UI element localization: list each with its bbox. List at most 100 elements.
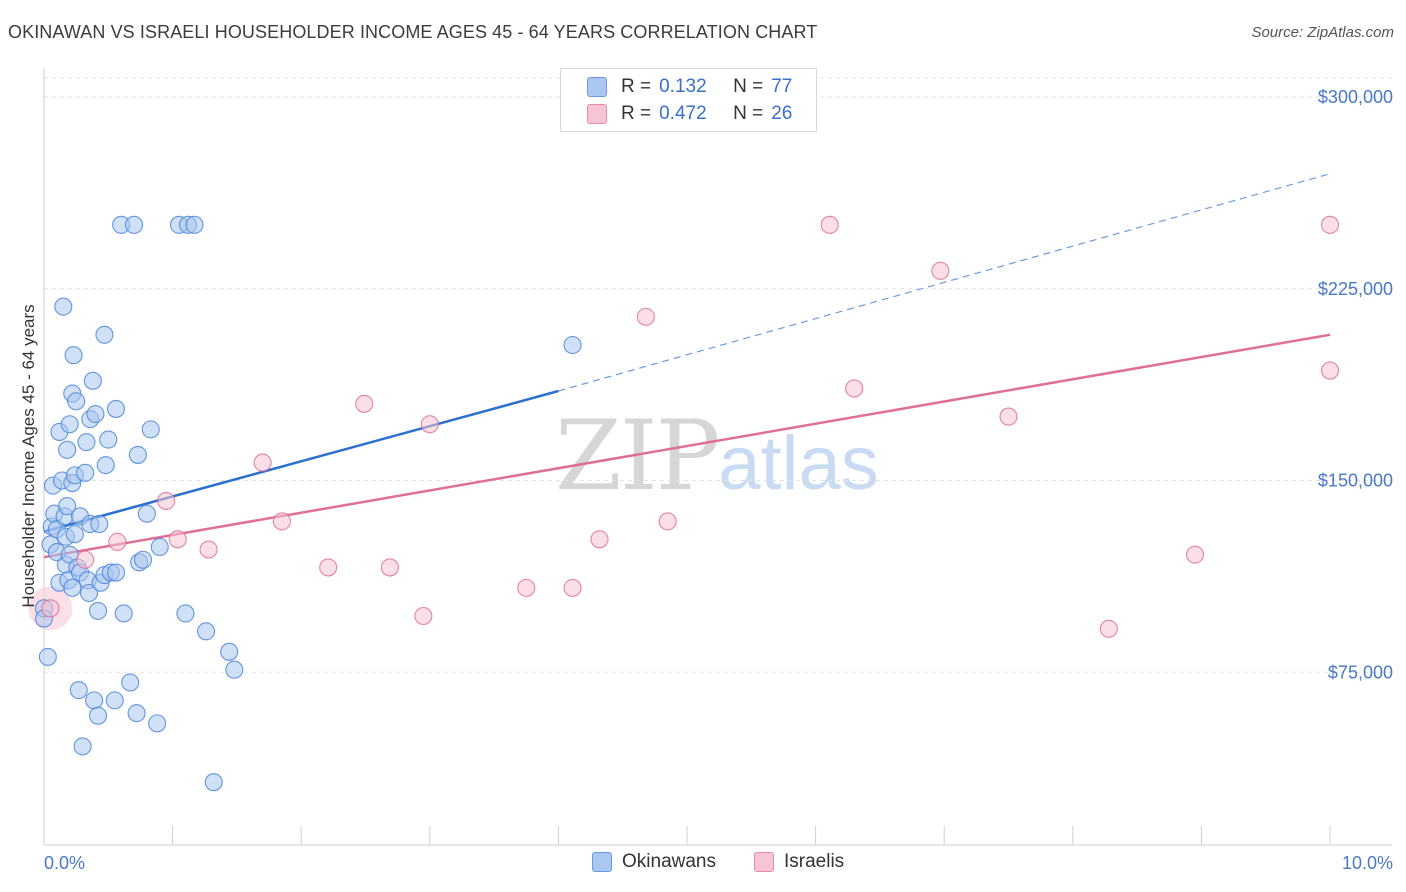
data-point-okinawans xyxy=(67,392,86,411)
data-point-israelis xyxy=(563,578,582,597)
tick-labels: $75,000 $150,000 $225,000 $300,000 0.0% 10.0% xyxy=(44,87,1393,873)
data-point-okinawans xyxy=(148,714,167,733)
data-point-okinawans xyxy=(124,215,144,234)
y-tick-label: $225,000 xyxy=(1318,279,1393,299)
data-point-israelis xyxy=(1185,545,1205,564)
data-point-okinawans xyxy=(127,704,146,723)
legend-r-label: R = xyxy=(621,76,652,97)
data-point-israelis xyxy=(1320,215,1340,234)
data-point-okinawans xyxy=(85,691,104,710)
data-point-okinawans xyxy=(99,430,118,449)
data-point-israelis xyxy=(658,512,677,531)
y-axis-label: Householder Income Ages 45 - 64 years xyxy=(19,304,38,607)
data-point-okinawans xyxy=(133,550,153,569)
data-point-israelis xyxy=(636,307,655,326)
legend-n-value: 77 xyxy=(771,76,793,97)
data-point-okinawans xyxy=(60,415,79,434)
data-point-okinawans xyxy=(150,537,169,557)
legend-row-okinawans: R = 0.132 N = 77 xyxy=(587,75,792,99)
data-point-israelis xyxy=(355,394,374,413)
data-point-israelis xyxy=(590,530,609,549)
data-point-okinawans xyxy=(176,604,195,623)
data-point-okinawans xyxy=(73,737,92,756)
data-point-israelis xyxy=(319,558,338,577)
legend-n-label: N = xyxy=(733,103,764,124)
data-point-okinawans xyxy=(185,215,204,234)
data-point-israelis xyxy=(420,415,439,434)
data-point-okinawans xyxy=(141,420,160,439)
grid-lines xyxy=(44,77,1392,673)
trend-lines xyxy=(43,173,1331,559)
trendline-okinawans xyxy=(43,389,559,533)
data-point-israelis xyxy=(845,379,864,398)
data-point-okinawans xyxy=(77,433,96,452)
data-point-okinawans xyxy=(563,335,582,355)
data-point-okinawans xyxy=(58,440,77,459)
data-point-okinawans xyxy=(64,346,83,365)
data-point-okinawans xyxy=(95,325,114,344)
data-point-okinawans xyxy=(128,445,147,464)
legend-row-israelis: R = 0.472 N = 26 xyxy=(587,102,792,126)
data-point-israelis xyxy=(199,540,218,559)
data-point-israelis xyxy=(999,407,1018,426)
data-points xyxy=(28,215,1340,792)
series-legend: Okinawans Israelis xyxy=(0,851,1406,877)
series-legend-israelis[interactable]: Israelis xyxy=(754,851,844,873)
data-point-okinawans xyxy=(204,773,223,792)
legend-swatch-israelis xyxy=(587,104,607,124)
data-point-israelis xyxy=(41,599,60,618)
data-point-israelis xyxy=(820,215,839,234)
data-point-israelis xyxy=(414,606,433,626)
trendline-israelis xyxy=(43,333,1331,559)
data-point-okinawans xyxy=(106,563,126,582)
legend-swatch-okinawans xyxy=(587,77,607,97)
y-tick-label: $150,000 xyxy=(1318,471,1393,491)
legend-r-value: 0.472 xyxy=(659,103,707,124)
legend-r-label: R = xyxy=(621,103,652,124)
data-point-israelis xyxy=(157,491,176,511)
series-label-okinawans: Okinawans xyxy=(622,851,716,872)
data-point-israelis xyxy=(168,530,187,549)
data-point-israelis xyxy=(253,453,272,472)
y-tick-label: $300,000 xyxy=(1318,87,1393,107)
data-point-okinawans xyxy=(225,660,244,679)
data-point-israelis xyxy=(1099,619,1118,638)
legend-n-value: 26 xyxy=(771,103,793,124)
correlation-legend: R = 0.132 N = 77 R = 0.472 N = 26 xyxy=(560,68,817,132)
data-point-okinawans xyxy=(69,681,88,700)
legend-r-value: 0.132 xyxy=(659,76,707,97)
data-point-okinawans xyxy=(86,404,105,424)
data-point-okinawans xyxy=(121,673,140,692)
data-point-okinawans xyxy=(54,297,73,316)
data-point-okinawans xyxy=(79,583,99,603)
data-point-okinawans xyxy=(88,706,108,725)
data-point-okinawans xyxy=(105,691,124,710)
data-point-israelis xyxy=(76,550,95,569)
series-legend-okinawans[interactable]: Okinawans xyxy=(592,851,716,873)
data-point-israelis xyxy=(517,578,536,597)
legend-n-label: N = xyxy=(733,76,764,97)
data-point-okinawans xyxy=(83,371,102,390)
data-point-israelis xyxy=(272,512,291,531)
axes xyxy=(43,68,1392,846)
chart-title: OKINAWAN VS ISRAELI HOUSEHOLDER INCOME A… xyxy=(8,22,818,42)
series-swatch-israelis xyxy=(754,852,774,872)
trendline-okinawans-projection xyxy=(558,173,1331,392)
data-point-okinawans xyxy=(90,514,109,534)
data-point-okinawans xyxy=(38,647,57,666)
data-point-okinawans xyxy=(137,504,156,523)
data-point-israelis xyxy=(1320,361,1340,380)
x-tick-label-max: 10.0% xyxy=(1342,853,1393,873)
data-point-okinawans xyxy=(63,578,82,597)
source-credit: Source: ZipAtlas.com xyxy=(1251,24,1394,41)
data-point-okinawans xyxy=(220,642,239,661)
data-point-okinawans xyxy=(76,463,95,482)
y-tick-label: $75,000 xyxy=(1328,662,1393,682)
series-label-israelis: Israelis xyxy=(784,851,845,872)
data-point-okinawans xyxy=(58,497,77,516)
data-point-okinawans xyxy=(96,456,115,475)
data-point-israelis xyxy=(931,261,950,280)
data-point-okinawans xyxy=(65,525,84,544)
data-point-okinawans xyxy=(114,604,133,623)
